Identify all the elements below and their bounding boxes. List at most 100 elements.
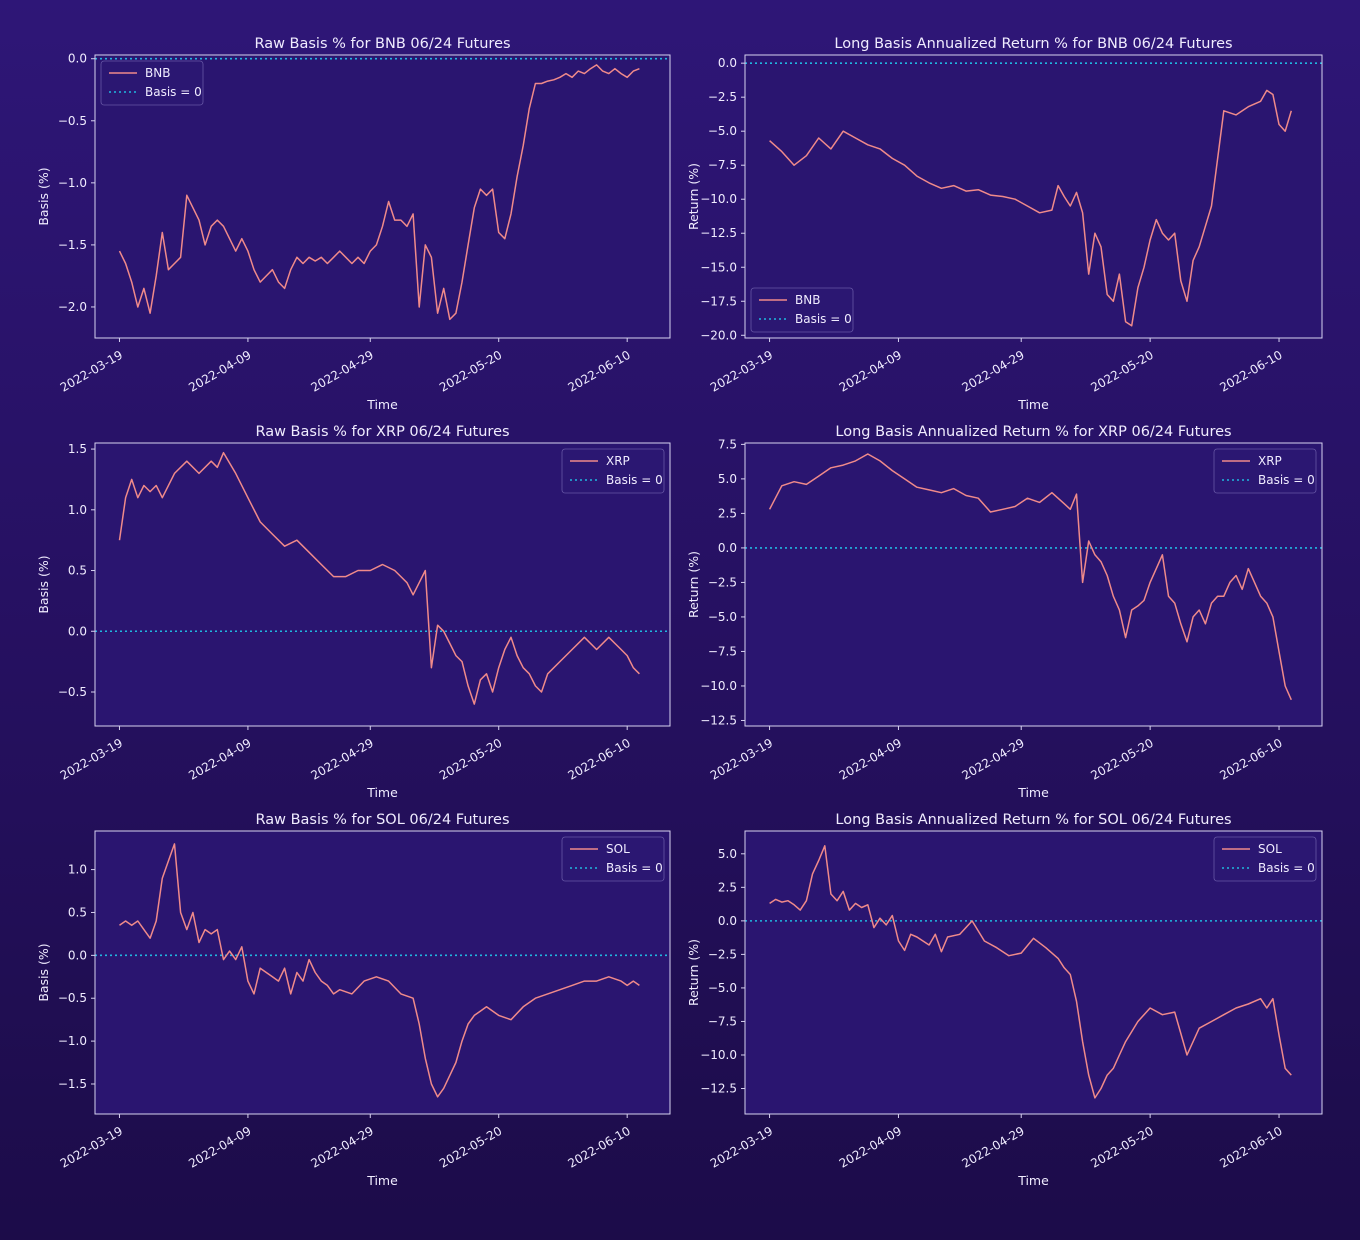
series-line-xrp — [768, 453, 1292, 701]
legend-label-series: BNB — [145, 66, 170, 80]
x-axis-label: Time — [366, 785, 398, 800]
y-tick-label: −2.5 — [708, 947, 737, 961]
x-tick-label: 2022-04-09 — [837, 1124, 904, 1171]
y-axis-label: Basis (%) — [36, 555, 51, 613]
y-axis-label: Basis (%) — [36, 943, 51, 1001]
x-tick-label: 2022-06-10 — [565, 736, 632, 783]
x-tick-label: 2022-03-19 — [58, 736, 125, 783]
legend-box — [1213, 448, 1317, 494]
x-axis-label: Time — [366, 397, 398, 412]
y-tick-label: −17.5 — [700, 294, 737, 308]
y-tick-label: −5.0 — [708, 610, 737, 624]
x-tick-label: 2022-04-29 — [309, 1124, 376, 1171]
x-tick-label: 2022-06-10 — [1217, 348, 1284, 395]
x-tick-label: 2022-03-19 — [708, 1124, 775, 1171]
x-tick-label: 2022-04-29 — [960, 348, 1027, 395]
axes-frame — [744, 442, 1323, 727]
series-line-bnb — [769, 89, 1293, 327]
legend-label-series: BNB — [795, 293, 820, 307]
chart-panel-2: 0.0 −2.5 −5.0 −7.5 −10.0 −12.5 −15.0 −17.5 −20.0… — [686, 36, 1323, 412]
x-tick-label: 2022-04-09 — [837, 736, 904, 783]
x-tick-label: 2022-05-20 — [437, 1124, 504, 1171]
y-tick-label: −2.0 — [58, 300, 87, 314]
legend: BNB Basis = 0 — [100, 60, 204, 106]
y-tick-label: 2.5 — [718, 880, 737, 894]
x-tick-label: 2022-03-19 — [708, 348, 775, 395]
y-tick-label: 5.0 — [718, 472, 737, 486]
y-tick-label: −1.5 — [58, 238, 87, 252]
x-axis-label: Time — [366, 1173, 398, 1188]
y-tick-label: −7.5 — [708, 1014, 737, 1028]
y-axis-label: Return (%) — [686, 163, 701, 230]
legend-label-series: XRP — [1258, 454, 1282, 468]
legend-label-series: SOL — [1258, 842, 1282, 856]
y-tick-label: 2.5 — [718, 506, 737, 520]
legend-label-zero: Basis = 0 — [606, 861, 663, 875]
legend: SOL Basis = 0 — [1213, 836, 1317, 882]
y-tick-label: 1.0 — [68, 863, 87, 877]
legend-box — [100, 60, 204, 106]
x-tick-label: 2022-06-10 — [1217, 1124, 1284, 1171]
chart-title: Long Basis Annualized Return % for BNB 0… — [834, 36, 1232, 52]
chart-title: Raw Basis % for XRP 06/24 Futures — [255, 424, 509, 440]
x-tick-label: 2022-04-09 — [837, 348, 904, 395]
y-tick-label: 7.5 — [718, 437, 737, 451]
x-tick-label: 2022-03-19 — [58, 1124, 125, 1171]
legend-box — [561, 448, 665, 494]
series-line-sol — [769, 845, 1292, 1099]
y-tick-label: −10.0 — [700, 1048, 737, 1062]
x-tick-label: 2022-04-29 — [309, 348, 376, 395]
y-tick-label: −20.0 — [700, 328, 737, 342]
x-axis-label: Time — [1017, 1173, 1049, 1188]
axes-frame — [744, 830, 1323, 1115]
legend-label-zero: Basis = 0 — [1258, 473, 1315, 487]
x-axis-label: Time — [1017, 397, 1049, 412]
legend: BNB Basis = 0 — [750, 287, 854, 333]
y-tick-label: 0.5 — [68, 564, 87, 578]
x-tick-label: 2022-03-19 — [708, 736, 775, 783]
x-tick-label: 2022-05-20 — [1088, 348, 1155, 395]
legend-label-series: XRP — [606, 454, 630, 468]
y-tick-label: −2.5 — [708, 575, 737, 589]
chart-panel-1: 0.0 −0.5 −1.0 −1.5 −2.0 2022-03-19 2022-04-09 2… — [36, 36, 671, 412]
chart-title: Long Basis Annualized Return % for SOL 0… — [835, 812, 1231, 828]
chart-panel-6: 5.0 2.5 0.0 −2.5 −5.0 −7.5 −10.0 −12.5 2022-03-1… — [686, 812, 1323, 1188]
series-line-bnb — [118, 64, 640, 321]
x-tick-label: 2022-05-20 — [1088, 736, 1155, 783]
y-tick-label: 0.5 — [68, 905, 87, 919]
y-tick-label: −0.5 — [58, 685, 87, 699]
x-tick-label: 2022-04-09 — [186, 736, 253, 783]
legend: XRP Basis = 0 — [1213, 448, 1317, 494]
axes-frame — [94, 442, 671, 727]
chart-title: Long Basis Annualized Return % for XRP 0… — [835, 424, 1231, 440]
y-tick-label: −1.5 — [58, 1077, 87, 1091]
chart-title: Raw Basis % for SOL 06/24 Futures — [255, 812, 509, 828]
y-tick-label: −5.0 — [708, 124, 737, 138]
x-tick-label: 2022-06-10 — [565, 1124, 632, 1171]
x-tick-label: 2022-03-19 — [58, 348, 125, 395]
y-tick-label: 0.0 — [718, 56, 737, 70]
y-tick-label: 0.0 — [718, 914, 737, 928]
x-axis-label: Time — [1017, 785, 1049, 800]
y-tick-label: −10.0 — [700, 192, 737, 206]
x-tick-label: 2022-04-09 — [186, 348, 253, 395]
legend-label-zero: Basis = 0 — [1258, 861, 1315, 875]
x-tick-label: 2022-06-10 — [1217, 736, 1284, 783]
x-tick-label: 2022-04-29 — [960, 736, 1027, 783]
legend-box — [561, 836, 665, 882]
chart-panel-5: 1.0 0.5 0.0 −0.5 −1.0 −1.5 2022-03-19 2022-04-0… — [36, 812, 671, 1188]
y-tick-label: 0.0 — [68, 52, 87, 66]
y-tick-label: −12.5 — [700, 713, 737, 727]
y-tick-label: 1.0 — [68, 503, 87, 517]
chart-panel-3: 1.5 1.0 0.5 0.0 −0.5 2022-03-19 2022-04-09 2022… — [36, 424, 671, 800]
legend-label-zero: Basis = 0 — [606, 473, 663, 487]
chart-panel-4: 7.5 5.0 2.5 0.0 −2.5 −5.0 −7.5 −10.0 −12.5 2022-0… — [686, 424, 1323, 800]
y-tick-label: 0.0 — [68, 624, 87, 638]
y-axis-label: Basis (%) — [36, 167, 51, 225]
legend-label-series: SOL — [606, 842, 630, 856]
y-tick-label: −5.0 — [708, 981, 737, 995]
y-tick-label: 0.0 — [68, 948, 87, 962]
x-tick-label: 2022-04-29 — [960, 1124, 1027, 1171]
y-tick-label: −7.5 — [708, 158, 737, 172]
x-tick-label: 2022-05-20 — [437, 348, 504, 395]
